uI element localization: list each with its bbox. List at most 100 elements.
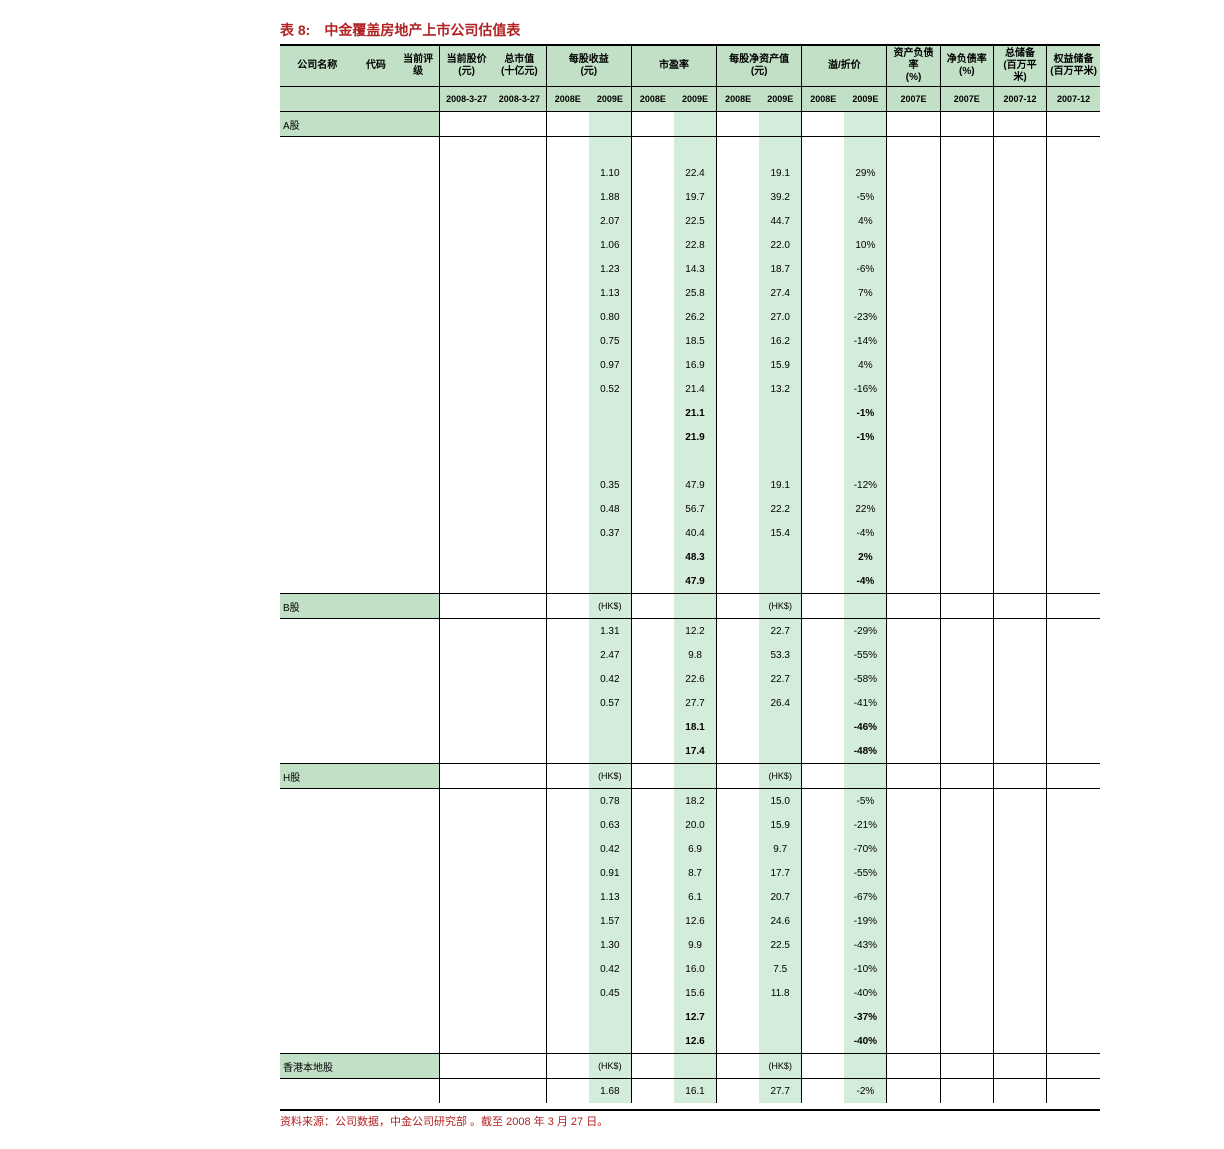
table-cell <box>280 667 355 691</box>
table-cell <box>1047 569 1100 594</box>
table-cell <box>493 185 546 209</box>
table-cell: -14% <box>844 329 887 353</box>
table-cell <box>802 545 845 569</box>
col-subheader: 2008-3-27 <box>493 87 546 112</box>
table-cell <box>1047 473 1100 497</box>
table-cell <box>940 837 993 861</box>
table-cell <box>440 1005 493 1029</box>
table-cell <box>717 209 760 233</box>
table-cell <box>759 715 802 739</box>
table-cell <box>440 161 493 185</box>
table-cell <box>993 473 1046 497</box>
table-cell <box>802 1005 845 1029</box>
table-cell <box>631 813 674 837</box>
table-cell <box>887 281 940 305</box>
table-cell: 56.7 <box>674 497 717 521</box>
table-cell <box>589 112 632 137</box>
table-cell: -19% <box>844 909 887 933</box>
table-cell <box>493 401 546 425</box>
table-cell <box>355 569 398 594</box>
table-cell: (HK$) <box>589 594 632 619</box>
table-cell <box>355 329 398 353</box>
table-cell <box>887 1005 940 1029</box>
table-cell <box>887 691 940 715</box>
table-cell: 21.4 <box>674 377 717 401</box>
table-cell <box>546 1054 589 1079</box>
table-cell <box>993 353 1046 377</box>
table-cell <box>1047 667 1100 691</box>
table-cell <box>1047 1054 1100 1079</box>
table-cell <box>440 594 493 619</box>
table-cell <box>940 885 993 909</box>
table-cell <box>940 473 993 497</box>
table-cell <box>440 281 493 305</box>
table-cell <box>717 521 760 545</box>
table-cell <box>887 981 940 1005</box>
table-cell <box>631 1005 674 1029</box>
table-cell: 1.10 <box>589 161 632 185</box>
table-cell <box>1047 257 1100 281</box>
table-cell: 8.7 <box>674 861 717 885</box>
table-cell <box>993 281 1046 305</box>
table-cell: -40% <box>844 1029 887 1054</box>
table-cell <box>844 112 887 137</box>
table-cell: 16.0 <box>674 957 717 981</box>
table-cell: 1.57 <box>589 909 632 933</box>
table-cell: 26.2 <box>674 305 717 329</box>
table-cell: 12.6 <box>674 909 717 933</box>
table-cell <box>887 813 940 837</box>
table-cell <box>940 425 993 449</box>
table-row: 1.3112.222.7-29% <box>280 619 1100 644</box>
table-cell <box>440 401 493 425</box>
table-cell <box>631 1054 674 1079</box>
col-subheader: 2009E <box>589 87 632 112</box>
table-cell <box>802 619 845 644</box>
table-cell <box>717 715 760 739</box>
col-header: 公司名称 <box>280 45 355 87</box>
table-cell <box>397 569 440 594</box>
table-cell <box>397 885 440 909</box>
table-cell <box>355 281 398 305</box>
table-cell: 14.3 <box>674 257 717 281</box>
table-cell <box>493 861 546 885</box>
table-cell <box>1047 789 1100 814</box>
table-cell <box>355 257 398 281</box>
table-cell <box>546 789 589 814</box>
table-cell <box>397 209 440 233</box>
table-cell: 22.4 <box>674 161 717 185</box>
table-cell: 44.7 <box>759 209 802 233</box>
table-cell <box>802 257 845 281</box>
table-cell <box>717 885 760 909</box>
table-cell: 18.1 <box>674 715 717 739</box>
table-cell <box>887 545 940 569</box>
table-cell <box>546 473 589 497</box>
table-cell <box>493 957 546 981</box>
table-cell <box>940 377 993 401</box>
table-cell <box>717 185 760 209</box>
table-cell <box>397 305 440 329</box>
table-cell <box>993 137 1046 162</box>
table-cell: 22.6 <box>674 667 717 691</box>
table-cell <box>802 1079 845 1104</box>
table-cell <box>717 377 760 401</box>
table-cell <box>1047 281 1100 305</box>
table-cell <box>802 521 845 545</box>
table-cell <box>887 1029 940 1054</box>
table-cell <box>280 545 355 569</box>
table-cell <box>802 837 845 861</box>
table-cell <box>717 933 760 957</box>
col-subheader: 2007-12 <box>993 87 1046 112</box>
col-subheader: 2008E <box>631 87 674 112</box>
table-cell <box>1047 112 1100 137</box>
table-cell <box>589 1029 632 1054</box>
table-cell <box>397 233 440 257</box>
table-cell <box>280 281 355 305</box>
table-cell: 16.2 <box>759 329 802 353</box>
table-cell <box>940 691 993 715</box>
table-cell <box>940 909 993 933</box>
table-cell <box>546 885 589 909</box>
table-cell <box>493 329 546 353</box>
table-cell <box>493 377 546 401</box>
table-cell <box>802 185 845 209</box>
table-cell <box>887 643 940 667</box>
